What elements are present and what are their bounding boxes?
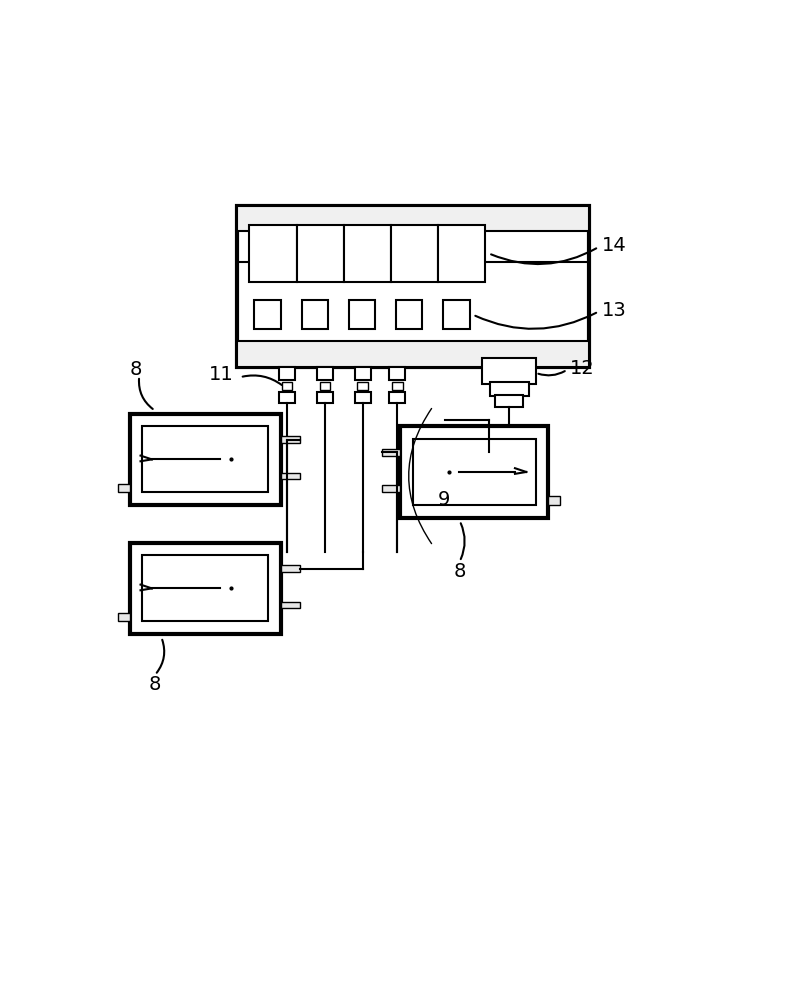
- Bar: [281, 565, 299, 572]
- Text: 12: 12: [569, 359, 594, 378]
- Text: 14: 14: [601, 236, 626, 255]
- Bar: [489, 382, 528, 396]
- Bar: [296, 225, 343, 282]
- Bar: [249, 225, 296, 282]
- Bar: [118, 613, 130, 621]
- Bar: [413, 439, 535, 505]
- Text: 11: 11: [208, 365, 234, 384]
- Bar: [494, 395, 522, 407]
- Bar: [316, 367, 333, 380]
- Bar: [389, 367, 405, 380]
- Bar: [237, 341, 589, 367]
- Bar: [392, 382, 402, 390]
- Bar: [281, 436, 299, 443]
- Bar: [237, 206, 589, 231]
- Bar: [237, 206, 589, 367]
- Text: 13: 13: [601, 301, 626, 320]
- Bar: [142, 426, 268, 492]
- Bar: [142, 555, 268, 621]
- Bar: [354, 367, 370, 380]
- Bar: [130, 543, 281, 634]
- Bar: [281, 602, 299, 608]
- Bar: [316, 392, 333, 403]
- Bar: [391, 225, 438, 282]
- Bar: [381, 449, 400, 456]
- Bar: [389, 392, 405, 403]
- Bar: [320, 382, 330, 390]
- Text: 9: 9: [438, 490, 450, 509]
- Bar: [357, 382, 367, 390]
- Bar: [301, 300, 328, 329]
- Bar: [349, 300, 375, 329]
- Bar: [130, 414, 281, 505]
- Bar: [381, 485, 400, 492]
- Bar: [254, 300, 281, 329]
- Bar: [443, 300, 469, 329]
- Bar: [438, 225, 485, 282]
- Bar: [547, 496, 559, 505]
- Bar: [279, 392, 294, 403]
- Bar: [354, 392, 370, 403]
- Bar: [400, 426, 547, 518]
- Text: 8: 8: [130, 360, 142, 379]
- Bar: [279, 367, 294, 380]
- Bar: [396, 300, 422, 329]
- Bar: [482, 358, 535, 384]
- Text: 8: 8: [453, 562, 466, 581]
- Text: 8: 8: [148, 675, 161, 694]
- Bar: [118, 484, 130, 492]
- Bar: [343, 225, 391, 282]
- Bar: [281, 382, 292, 390]
- Bar: [281, 473, 299, 479]
